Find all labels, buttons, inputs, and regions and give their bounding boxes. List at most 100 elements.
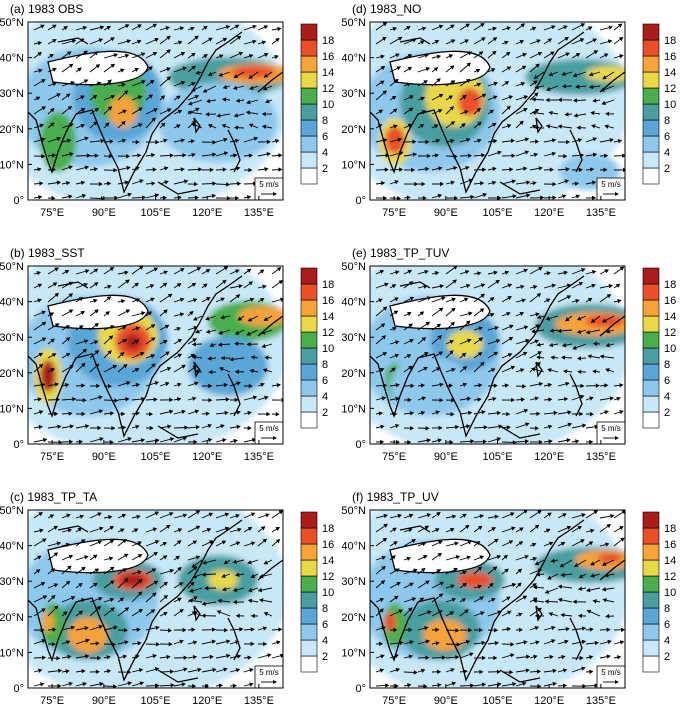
wind-vector-head	[195, 555, 201, 560]
wind-vector-head	[234, 369, 239, 374]
wind-vector-head	[226, 195, 231, 200]
wind-vector-head	[120, 299, 126, 304]
plateau-mask	[48, 539, 148, 573]
wind-vector-head	[434, 271, 440, 276]
wind-vector-head	[557, 97, 562, 103]
wind-vector-head	[56, 541, 62, 546]
wind-vector-head	[84, 165, 90, 170]
wind-vector-head	[408, 323, 413, 328]
wind-vector-head	[93, 121, 98, 126]
wind-vector-head	[137, 554, 143, 559]
wind-vector-head	[99, 681, 104, 687]
wind-vector-head	[545, 124, 551, 129]
wind-vector-head	[37, 668, 43, 673]
colorbar-swatch	[300, 379, 318, 397]
colorbar-swatch	[300, 591, 318, 609]
wind-vector-head	[535, 312, 540, 317]
wind-vector-head	[69, 439, 74, 444]
colorbar-swatch	[642, 331, 660, 349]
wind-vector-head	[107, 106, 113, 111]
wind-vector-head	[192, 574, 197, 579]
wind-vector-head	[616, 655, 622, 660]
wind-vector-head	[477, 271, 482, 276]
wind-vector-head	[547, 512, 552, 517]
wind-vector-head	[135, 139, 140, 145]
wind-vector-head	[92, 554, 98, 559]
wind-vector-head	[563, 153, 568, 159]
wind-vector-head	[408, 528, 413, 533]
wind-vector-head	[565, 167, 570, 172]
wind-vector-head	[450, 411, 455, 417]
wind-vector-head	[124, 607, 130, 612]
wind-vector-head	[378, 641, 384, 647]
wind-vector-head	[493, 655, 498, 661]
wind-vector-head	[266, 139, 271, 145]
wind-vector-head	[125, 309, 131, 314]
wind-vector-head	[450, 121, 456, 126]
wind-vector-head	[497, 610, 502, 615]
wind-vector-head	[462, 366, 468, 371]
wind-vector-head	[177, 353, 183, 358]
wind-vector-head	[93, 282, 99, 287]
colorbar-swatch	[642, 559, 660, 577]
wind-vector-head	[456, 642, 461, 647]
reference-vector-label: 5 m/s	[601, 424, 621, 433]
wind-vector-head	[191, 627, 196, 632]
colorbar-label: 2	[664, 407, 670, 419]
wind-vector-head	[378, 109, 384, 114]
wind-vector-head	[576, 356, 582, 361]
wind-vector-head	[425, 166, 430, 172]
wind-vector-head	[534, 396, 539, 401]
reference-vector-label: 5 m/s	[259, 668, 279, 677]
wind-vector-head	[394, 654, 399, 659]
wind-vector-head	[618, 37, 624, 42]
wind-vector-head	[481, 410, 486, 415]
wind-vector-head	[70, 625, 76, 630]
wind-vector-head	[250, 641, 255, 647]
wind-vector-head	[564, 112, 569, 117]
wind-vector-head	[396, 582, 401, 587]
wind-vector-head	[263, 560, 269, 565]
wind-vector-head	[606, 294, 612, 299]
wind-vector-head	[246, 331, 251, 336]
wind-vector-head	[276, 640, 281, 645]
wind-vector-head	[262, 538, 268, 543]
wind-vector-head	[139, 179, 144, 184]
wind-vector-head	[83, 50, 89, 55]
wind-vector-head	[538, 166, 543, 171]
wind-vector-head	[408, 107, 414, 112]
wind-vector-head	[489, 582, 494, 588]
wind-vector-head	[41, 608, 46, 613]
wind-vector-head	[153, 397, 158, 402]
wind-vector-head	[536, 39, 541, 44]
wind-vector-head	[468, 311, 473, 316]
wind-vector-head	[181, 682, 186, 687]
wind-vector-head	[67, 654, 72, 660]
wind-vector-head	[589, 84, 594, 90]
wind-vector-head	[97, 512, 102, 517]
wind-vector-head	[532, 556, 538, 562]
wind-vector-head	[481, 153, 486, 158]
colorbar-label: 12	[664, 571, 676, 583]
wind-vector-head	[600, 87, 605, 92]
wind-vector-head	[259, 574, 264, 579]
wind-vector-head	[477, 525, 483, 530]
wind-vector-head	[506, 311, 511, 317]
wind-vector-head	[239, 627, 244, 632]
wind-vector-head	[54, 292, 60, 298]
wind-vector-head	[265, 99, 270, 104]
wind-vector-head	[382, 90, 387, 95]
panel-f: (f) 1983_TP_UV5 m/s0°10°N20°N30°N40°N50°…	[341, 490, 676, 707]
colorbar-label: 12	[322, 83, 334, 95]
wind-vector-head	[139, 352, 145, 357]
x-tick-label: 105°E	[482, 695, 512, 707]
wind-vector-head	[520, 397, 525, 402]
wind-vector-head	[201, 572, 206, 577]
wind-vector-head	[237, 181, 242, 186]
wind-vector-head	[155, 683, 160, 688]
wind-vector-head	[533, 284, 538, 290]
wind-vector-head	[532, 181, 537, 186]
wind-vector-head	[588, 655, 594, 660]
wind-vector-head	[78, 297, 84, 302]
